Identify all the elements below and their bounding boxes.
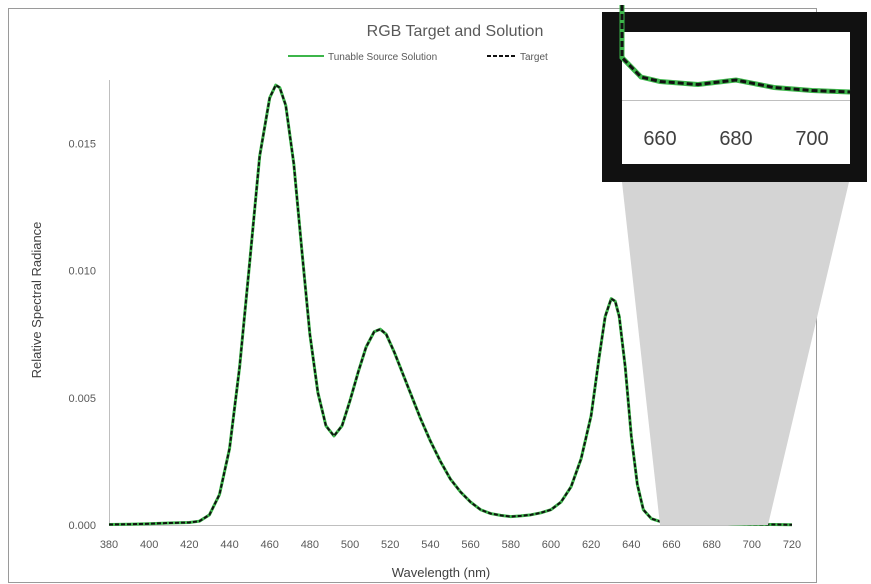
x-tick-label: 440 xyxy=(220,539,238,551)
y-tick-label: 0.010 xyxy=(68,266,96,278)
x-tick-label: 380 xyxy=(100,539,118,551)
x-tick-label: 540 xyxy=(421,539,439,551)
inset-line-target xyxy=(620,5,851,94)
chart-title: RGB Target and Solution xyxy=(367,23,544,40)
x-ticks: 380 400 420 440 460 480 500 520 540 560 580 600 620 6… xyxy=(100,539,801,551)
series-layer xyxy=(108,83,793,527)
x-tick-label: 660 xyxy=(662,539,680,551)
x-tick-label: 680 xyxy=(702,539,720,551)
inset-tick-label: 680 xyxy=(719,128,752,150)
x-tick-label: 520 xyxy=(381,539,399,551)
x-tick-label: 600 xyxy=(542,539,560,551)
series-line-target xyxy=(108,84,793,526)
inset-panel xyxy=(622,32,850,164)
legend-label-target: Target xyxy=(520,52,548,63)
axes xyxy=(109,80,792,526)
zoom-inset: 660 680 700 xyxy=(602,5,867,525)
inset-tick-label: 700 xyxy=(795,128,828,150)
inset-projection xyxy=(622,182,849,525)
x-axis-title: Wavelength (nm) xyxy=(392,565,491,580)
inset-ticks: 660 680 700 xyxy=(643,128,828,150)
y-tick-label: 0.000 xyxy=(68,520,96,532)
y-tick-label: 0.005 xyxy=(68,393,96,405)
x-tick-label: 700 xyxy=(743,539,761,551)
x-tick-label: 400 xyxy=(140,539,158,551)
legend: Tunable Source Solution Target xyxy=(288,52,548,63)
x-tick-label: 720 xyxy=(783,539,801,551)
x-tick-label: 500 xyxy=(341,539,359,551)
y-axis-title: Relative Spectral Radiance xyxy=(29,222,44,379)
x-tick-label: 460 xyxy=(261,539,279,551)
inset-tick-label: 660 xyxy=(643,128,676,150)
legend-label-solution: Tunable Source Solution xyxy=(328,52,437,63)
x-tick-label: 420 xyxy=(180,539,198,551)
x-tick-label: 640 xyxy=(622,539,640,551)
x-tick-label: 560 xyxy=(461,539,479,551)
y-tick-label: 0.015 xyxy=(68,139,96,151)
x-tick-label: 480 xyxy=(301,539,319,551)
x-tick-label: 620 xyxy=(582,539,600,551)
x-tick-label: 580 xyxy=(502,539,520,551)
y-ticks: 0.000 0.005 0.010 0.015 xyxy=(68,139,96,532)
inset-series xyxy=(619,5,851,95)
